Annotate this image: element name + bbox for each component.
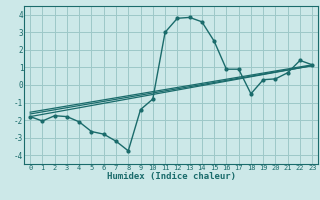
X-axis label: Humidex (Indice chaleur): Humidex (Indice chaleur) <box>107 172 236 181</box>
